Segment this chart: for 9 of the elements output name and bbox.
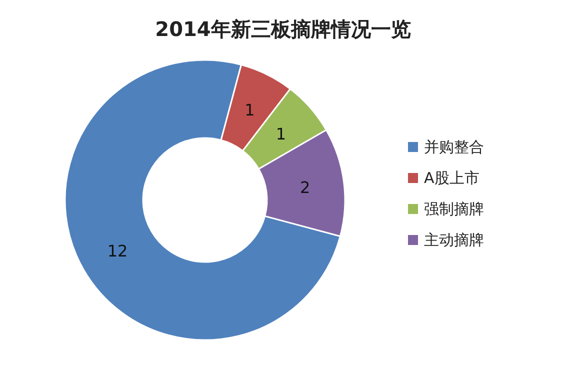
data-label: 1 bbox=[276, 124, 286, 144]
data-label: 12 bbox=[107, 242, 128, 260]
chart-title: 2014年新三板摘牌情况一览 bbox=[155, 17, 411, 41]
legend-label: A股上市 bbox=[424, 169, 480, 187]
legend-label: 强制摘牌 bbox=[424, 200, 484, 218]
data-label: 2 bbox=[300, 178, 310, 197]
legend-label: 并购整合 bbox=[424, 138, 484, 156]
legend-label: 主动摘牌 bbox=[424, 231, 484, 249]
data-label: 1 bbox=[244, 100, 255, 120]
